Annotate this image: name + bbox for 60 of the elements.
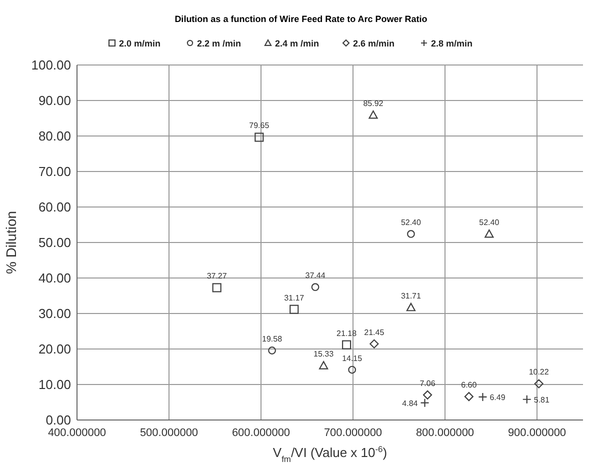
data-label: 37.27 [206,272,228,281]
point [370,339,379,348]
y-tick-label: 50.00 [38,235,71,250]
point [311,283,320,292]
x-axis-title: V$_{fm}$/VI (Value x 10$^{-6}$) [272,444,388,463]
x-tick-label: 900.000000 [508,427,566,439]
point [212,283,222,292]
data-label: 52.40 [479,218,500,227]
y-tick-label: 20.00 [38,342,71,356]
point [342,340,352,350]
point [319,361,328,370]
data-label: 15.33 [314,350,334,359]
point [254,132,264,142]
x-tick-label: 800.000000 [416,427,474,439]
legend-label: 2.6 m/min [353,38,395,48]
point [407,230,415,238]
data-label: 6.60 [461,380,478,390]
point [422,390,432,400]
point [484,229,494,238]
point [290,304,299,314]
data-label: 79.65 [249,121,270,130]
y-tick-label: 100.00 [31,58,71,72]
y-tick-label: 60.00 [38,200,71,214]
data-label: 37.44 [305,271,326,280]
data-label: 31.71 [400,291,422,300]
legend-label: 2.2 m /min [197,38,242,48]
point [464,392,474,402]
data-label: 21.18 [336,328,358,338]
data-label: 4.84 [402,398,418,408]
point [368,110,378,119]
legend-label: 2.4 m /min [275,38,320,48]
y-tick-label: 10.00 [38,377,71,392]
y-tick-label: 0.00 [46,412,71,428]
point [268,346,276,354]
data-label: 6.49 [490,392,506,402]
data-label: 10.22 [528,368,550,377]
data-label: 21.45 [364,328,385,337]
legend-label: 2.0 m/min [119,38,161,48]
y-tick-label: 30.00 [38,306,71,321]
point [406,302,416,312]
y-axis-title: % Dilution [3,210,19,274]
data-label: 7.06 [420,378,436,388]
chart-title: Dilution as a function of Wire Feed Rate to Arc Power Ratio [174,14,428,24]
y-tick-label: 70.00 [38,164,71,179]
x-tick-label: 700.000000 [324,427,382,439]
x-tick-label: 600.000000 [232,427,290,439]
data-label: 14.15 [342,354,363,363]
point [348,366,356,374]
x-tick-label: 500.000000 [140,427,198,439]
legend-label: 2.8 m/min [431,38,473,48]
data-label: 31.17 [284,293,305,302]
y-tick-label: 80.00 [38,128,71,144]
data-label: 19.58 [262,334,283,344]
data-label: 52.40 [400,218,422,227]
y-tick-label: 40.00 [38,270,71,286]
point [534,379,544,388]
x-tick-label: 400.000000 [48,427,106,439]
data-label: 5.81 [534,395,550,404]
y-tick-label: 90.00 [38,93,71,108]
data-label: 85.92 [363,98,384,108]
